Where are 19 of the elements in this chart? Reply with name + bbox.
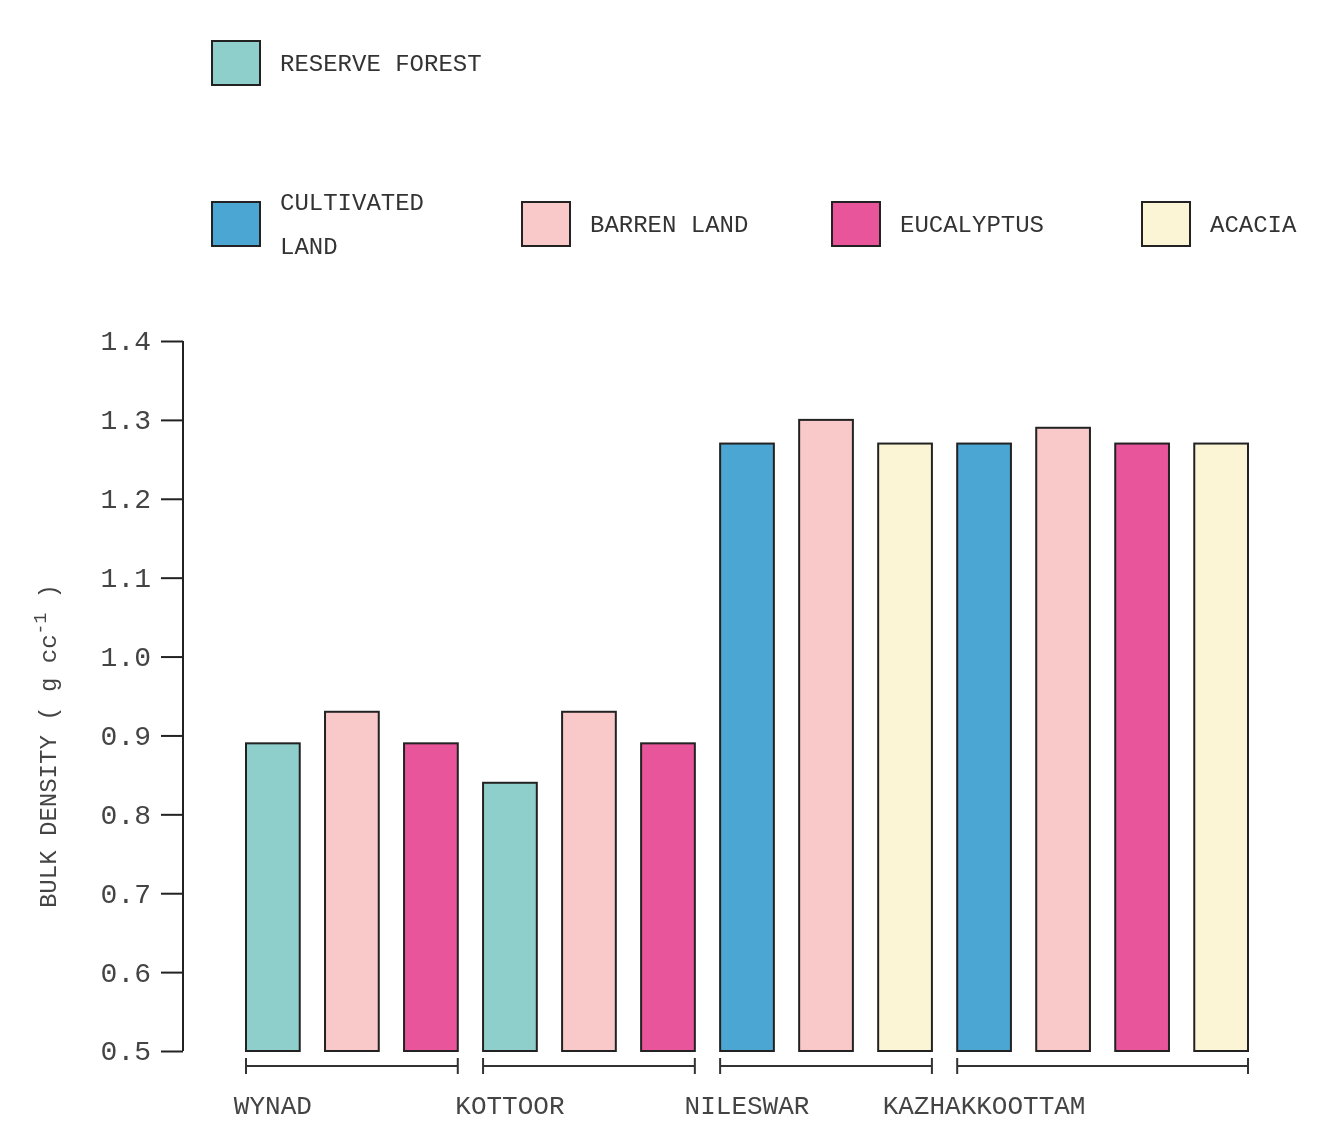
- y-tick-label: 0.8: [100, 800, 151, 832]
- legend-label: EUCALYPTUS: [900, 212, 1045, 240]
- y-tick-label: 1.3: [100, 406, 151, 438]
- y-tick-label: 0.5: [100, 1037, 151, 1069]
- y-tick-label: 0.6: [100, 958, 151, 990]
- x-tick-label: KAZHAKKOOTTAM: [882, 1092, 1086, 1122]
- y-tick-label: 0.9: [100, 721, 151, 753]
- x-tick-label: KOTTOOR: [455, 1092, 565, 1122]
- y-tick-label: 0.7: [100, 879, 151, 911]
- legend-label: RESERVE FOREST: [280, 51, 482, 79]
- x-tick-label: WYNAD: [233, 1092, 312, 1122]
- legend-label: BARREN LAND: [590, 212, 749, 240]
- y-tick-label: 1.4: [100, 327, 151, 359]
- y-tick-label: 1.2: [100, 485, 151, 517]
- legend-label: ACACIA: [1210, 212, 1298, 240]
- legend-label: CULTIVATED LAND: [280, 190, 425, 262]
- y-tick-label: 1.1: [100, 564, 151, 596]
- x-tick-label: NILESWAR: [684, 1092, 810, 1122]
- y-tick-label: 1.0: [100, 643, 151, 675]
